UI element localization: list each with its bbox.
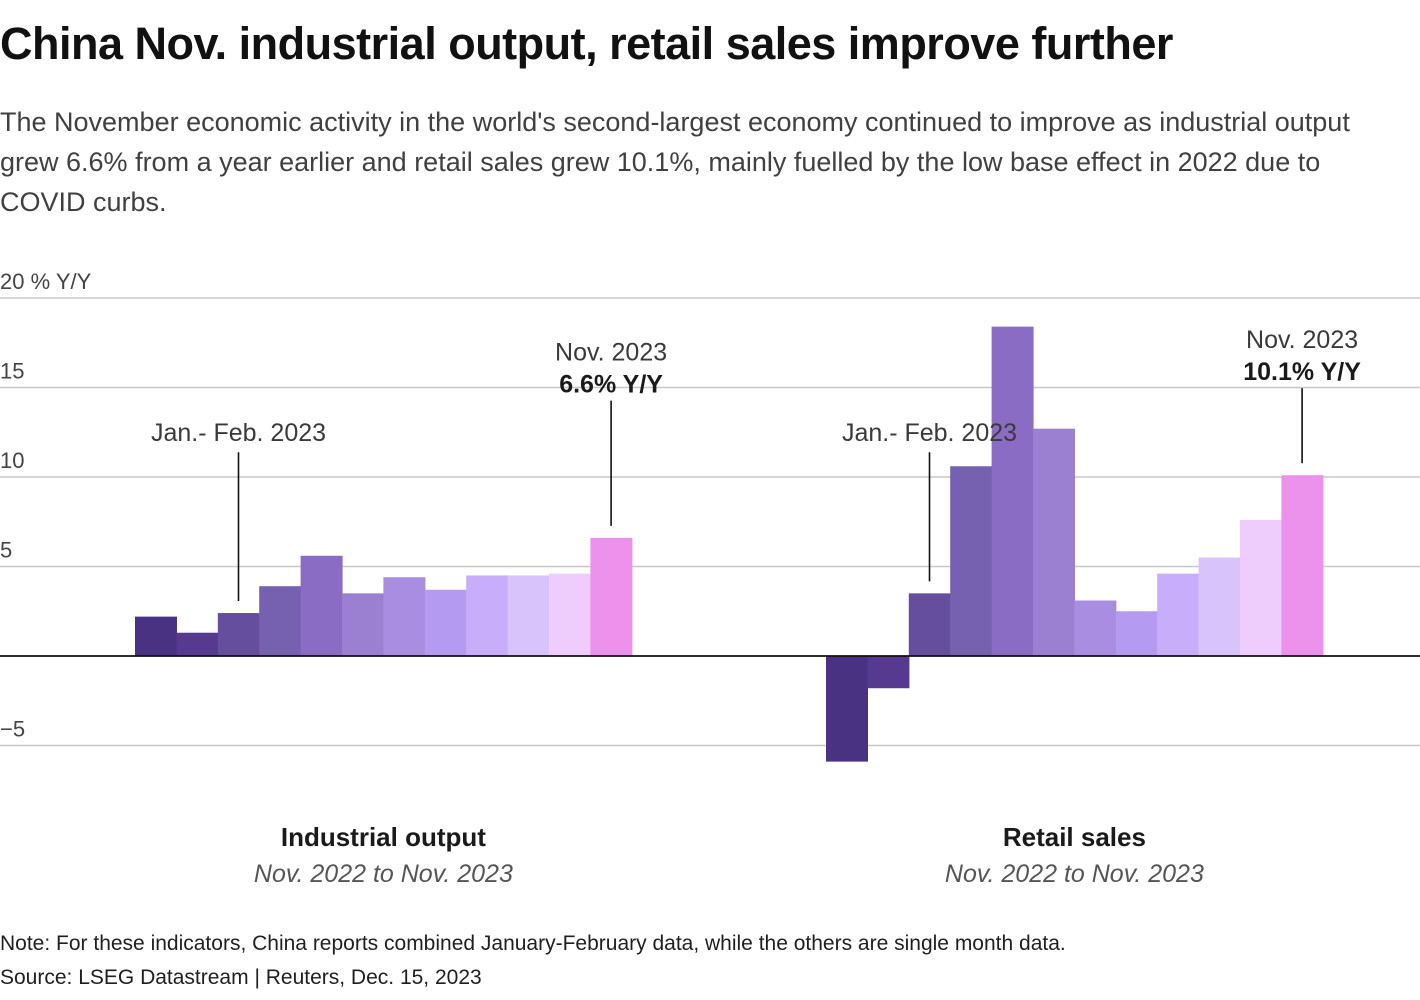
annotation-label: Nov. 2023 xyxy=(1246,326,1358,354)
bar xyxy=(867,656,910,689)
bar xyxy=(950,466,993,656)
bar xyxy=(300,555,343,656)
bar xyxy=(466,575,509,656)
grid-layer: 20 % Y/Y 15 10 5 −5 xyxy=(0,269,1420,747)
annotation-value: 10.1% Y/Y xyxy=(1243,358,1361,386)
bar xyxy=(590,537,633,656)
annotation-label: Jan.- Feb. 2023 xyxy=(151,419,326,447)
bar xyxy=(217,613,260,656)
bar xyxy=(1033,428,1075,656)
bars-layer xyxy=(135,326,1324,762)
bar xyxy=(991,326,1034,656)
bar xyxy=(259,586,302,656)
annotation-layer: Jan.- Feb. 2023 Nov. 2023 6.6% Y/Y Jan.- Fe… xyxy=(151,326,1361,602)
footnote: Note: For these indicators, China report… xyxy=(0,932,1066,955)
bar xyxy=(908,593,951,656)
y-tick-label: 10 xyxy=(0,448,24,473)
bar xyxy=(1157,573,1200,656)
chart-subtitle: The November economic activity in the wo… xyxy=(0,107,1350,217)
bar xyxy=(1198,557,1241,656)
bar xyxy=(1115,611,1158,656)
y-tick-label: 15 xyxy=(0,359,24,384)
bar xyxy=(383,577,426,656)
y-tick-label: −5 xyxy=(0,717,25,742)
bar xyxy=(342,593,384,656)
annotation-label: Nov. 2023 xyxy=(555,339,667,367)
bar xyxy=(507,575,550,656)
source-line: Source: LSEG Datastream | Reuters, Dec. … xyxy=(0,966,482,989)
bar xyxy=(424,589,467,656)
panel-label-layer: Industrial output Nov. 2022 to Nov. 2023 R… xyxy=(254,822,1204,888)
bar xyxy=(1281,475,1324,656)
y-tick-label: 20 % Y/Y xyxy=(0,269,92,294)
panel-name: Retail sales xyxy=(1003,822,1146,852)
bar xyxy=(826,656,868,762)
annotation-label: Jan.- Feb. 2023 xyxy=(842,419,1017,447)
bar xyxy=(549,573,591,656)
bar xyxy=(176,632,219,656)
bar xyxy=(135,616,177,656)
panel-name: Industrial output xyxy=(281,822,486,852)
panel-period: Nov. 2022 to Nov. 2023 xyxy=(254,860,513,888)
bar xyxy=(1240,519,1282,656)
y-tick-label: 5 xyxy=(0,538,12,563)
bar xyxy=(1074,600,1117,656)
chart-area: 20 % Y/Y 15 10 5 −5 Jan.- Feb. 2023 Nov. 2023… xyxy=(0,269,1420,888)
panel-period: Nov. 2022 to Nov. 2023 xyxy=(945,860,1204,888)
chart-title: China Nov. industrial output, retail sal… xyxy=(0,18,1173,69)
annotation-value: 6.6% Y/Y xyxy=(559,371,663,399)
